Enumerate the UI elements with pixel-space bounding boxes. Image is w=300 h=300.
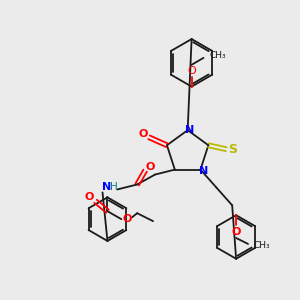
Text: O: O bbox=[231, 227, 241, 237]
Text: O: O bbox=[85, 192, 94, 203]
Text: O: O bbox=[139, 129, 148, 139]
Text: CH₃: CH₃ bbox=[254, 242, 271, 250]
Text: N: N bbox=[185, 125, 194, 135]
Text: N: N bbox=[102, 182, 111, 192]
Text: O: O bbox=[123, 214, 132, 224]
Text: O: O bbox=[187, 66, 196, 76]
Text: N: N bbox=[199, 166, 208, 176]
Text: CH₃: CH₃ bbox=[209, 51, 226, 60]
Text: O: O bbox=[146, 162, 155, 172]
Text: H: H bbox=[110, 182, 117, 192]
Text: S: S bbox=[228, 143, 237, 156]
